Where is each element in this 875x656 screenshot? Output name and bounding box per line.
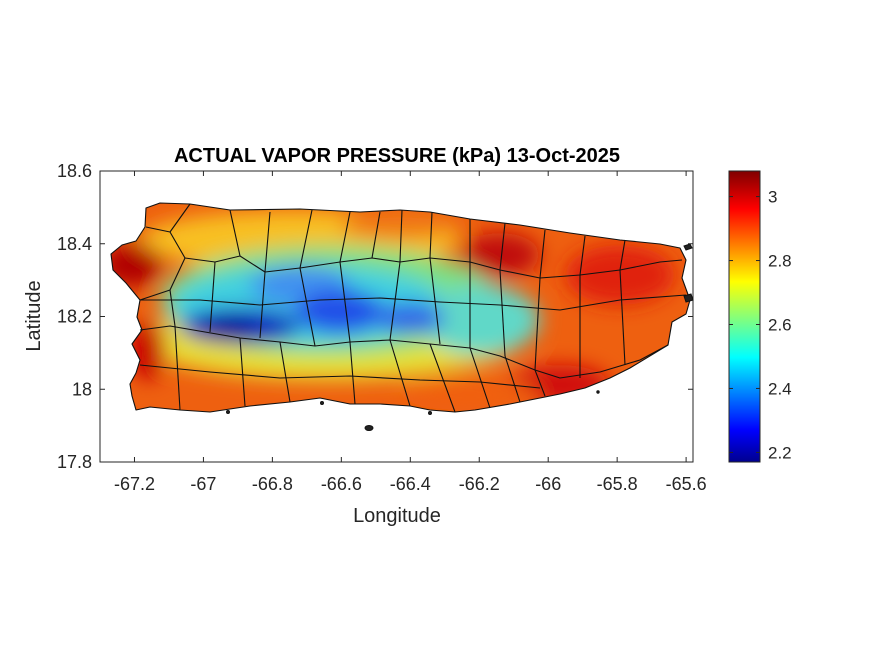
- chart-title: ACTUAL VAPOR PRESSURE (kPa) 13-Oct-2025: [174, 145, 620, 167]
- south-coast-orange: [400, 380, 540, 410]
- west-dark-blue-core: [200, 318, 256, 338]
- colorbar-tick-label: 2.8: [768, 252, 792, 271]
- central-blue-low: [295, 290, 385, 334]
- colorbar-tick-label: 2.4: [768, 379, 792, 398]
- y-axis-label: Latitude: [23, 280, 45, 351]
- colorbar-ticks: 2.2 2.4 2.6 2.8 3: [729, 188, 792, 462]
- mid-blue-low: [375, 303, 445, 333]
- colorbar-tick-label: 2.6: [768, 315, 792, 334]
- colorbar-gradient: [728, 170, 761, 463]
- x-tick-label: -66.2: [459, 474, 500, 494]
- y-tick-label: 18.2: [57, 307, 92, 327]
- x-tick-label: -65.6: [666, 474, 707, 494]
- x-tick-label: -67: [190, 474, 216, 494]
- northeast-high: [460, 233, 540, 277]
- x-tick-label: -65.8: [597, 474, 638, 494]
- y-tick-label: 18.6: [57, 161, 92, 181]
- y-tick-label: 18.4: [57, 234, 92, 254]
- x-tick-label: -66.4: [390, 474, 431, 494]
- x-tick-label: -67.2: [114, 474, 155, 494]
- x-axis-ticks: -67.2 -67 -66.8 -66.6 -66.4 -66.2 -66 -65.8 -65.…: [114, 171, 707, 494]
- x-tick-label: -66.6: [321, 474, 362, 494]
- x-tick-label: -66: [535, 474, 561, 494]
- y-tick-label: 18: [72, 379, 92, 399]
- colorbar: 2.2 2.4 2.6 2.8 3: [728, 170, 792, 463]
- y-axis-ticks: 17.8 18 18.2 18.4 18.6: [57, 161, 693, 472]
- y-tick-label: 17.8: [57, 452, 92, 472]
- colorbar-tick-label: 3: [768, 188, 777, 207]
- colorbar-tick-label: 2.2: [768, 443, 792, 462]
- offshore-islands: [226, 243, 694, 431]
- caja-de-muertos-island: [364, 425, 374, 431]
- x-axis-label: Longitude: [353, 505, 441, 527]
- x-tick-label: -66.8: [252, 474, 293, 494]
- north-coast-orange: [340, 211, 460, 239]
- municipality-boundaries: [110, 202, 691, 413]
